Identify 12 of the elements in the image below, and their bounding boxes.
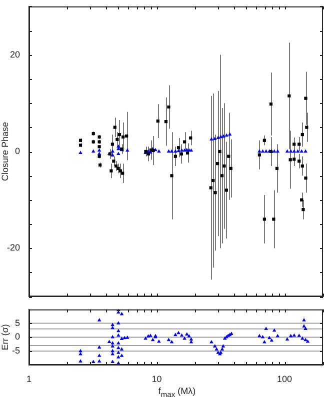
y-tick-label: 0 (14, 146, 20, 156)
y-tick-label: 5 (14, 318, 20, 328)
x-axis-title: f$_{max}$ (Mλ) (157, 385, 197, 397)
y-tick-label: 0 (14, 332, 20, 342)
x-tick-label: 1 (26, 374, 32, 384)
y-axis-title: Closure Phase (0, 122, 10, 182)
y-tick-label: -20 (6, 242, 20, 253)
x-tick-label: 10 (152, 374, 162, 384)
y-axis-title: Err (σ) (0, 324, 10, 350)
y-tick-label: 20 (10, 49, 20, 60)
x-tick-label: 100 (277, 374, 292, 384)
y-tick-label: -5 (12, 346, 20, 356)
